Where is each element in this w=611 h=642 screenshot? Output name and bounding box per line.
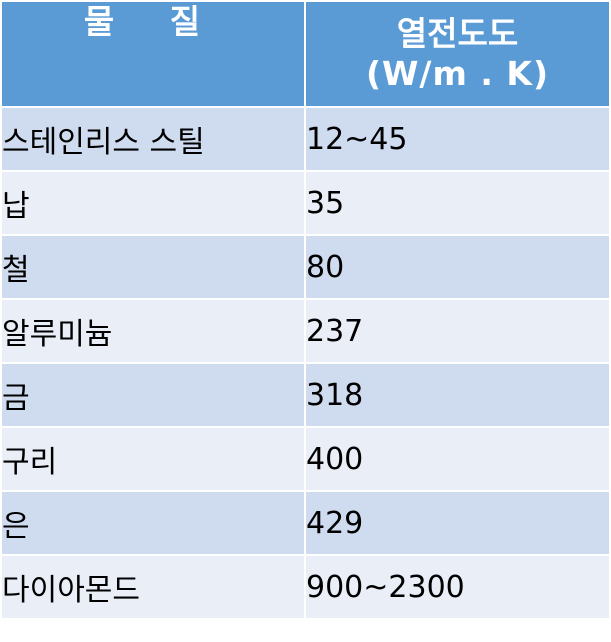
conductivity-cell: 237 (304, 298, 611, 364)
table-row: 철 80 (0, 234, 611, 300)
conductivity-cell: 429 (304, 490, 611, 556)
header-conductivity-title: 열전도도 (396, 14, 519, 53)
table-row: 스테인리스 스틸 12~45 (0, 106, 611, 172)
material-cell: 다이아몬드 (0, 554, 306, 620)
table-row: 구리 400 (0, 426, 611, 492)
table-body: 스테인리스 스틸 12~45 납 35 철 80 알루미늄 237 금 318 … (0, 106, 611, 620)
thermal-conductivity-table: 물 질 열전도도 (W/m . K) 스테인리스 스틸 12~45 납 35 철… (0, 0, 611, 620)
header-row: 물 질 열전도도 (W/m . K) (0, 0, 611, 108)
header-conductivity-unit: (W/m . K) (365, 54, 550, 93)
material-cell: 철 (0, 234, 306, 300)
material-cell: 구리 (0, 426, 306, 492)
material-cell: 납 (0, 170, 306, 236)
conductivity-cell: 900~2300 (304, 554, 611, 620)
table-row: 금 318 (0, 362, 611, 428)
material-cell: 스테인리스 스틸 (0, 106, 306, 172)
conductivity-cell: 12~45 (304, 106, 611, 172)
conductivity-cell: 400 (304, 426, 611, 492)
table-row: 은 429 (0, 490, 611, 556)
table-header: 물 질 열전도도 (W/m . K) (0, 0, 611, 108)
table-row: 다이아몬드 900~2300 (0, 554, 611, 620)
material-cell: 알루미늄 (0, 298, 306, 364)
table-row: 알루미늄 237 (0, 298, 611, 364)
material-cell: 은 (0, 490, 306, 556)
header-conductivity: 열전도도 (W/m . K) (304, 0, 611, 108)
table-row: 납 35 (0, 170, 611, 236)
conductivity-cell: 318 (304, 362, 611, 428)
conductivity-cell: 35 (304, 170, 611, 236)
material-cell: 금 (0, 362, 306, 428)
conductivity-cell: 80 (304, 234, 611, 300)
header-material: 물 질 (0, 0, 306, 108)
